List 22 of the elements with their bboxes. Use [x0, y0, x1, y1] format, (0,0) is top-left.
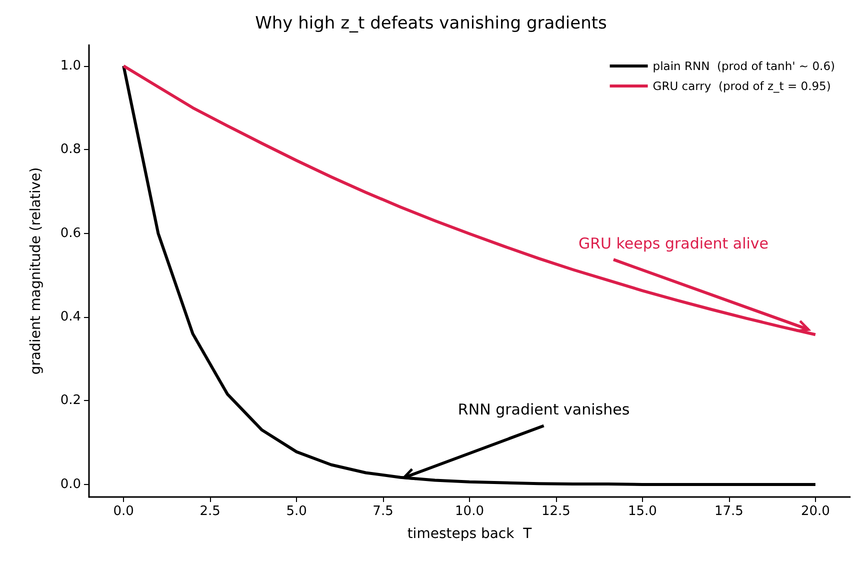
y-tick-label: 0.0	[60, 476, 81, 492]
y-tick-label: 1.0	[60, 58, 81, 74]
x-tick-label: 10.0	[455, 504, 484, 519]
x-tick-label: 5.0	[286, 504, 307, 519]
y-tick-label: 0.2	[60, 393, 81, 408]
y-tick-label: 0.4	[60, 310, 81, 325]
x-tick-label: 20.0	[800, 504, 830, 519]
x-tick-label: 7.5	[372, 504, 394, 519]
legend-label: GRU carry (prod of z_t = 0.95)	[652, 79, 831, 93]
x-tick-label: 12.5	[542, 504, 570, 519]
x-tick-label: 2.5	[200, 504, 220, 519]
annotation: GRU keeps gradient alive	[578, 234, 769, 253]
annotation: RNN gradient vanishes	[458, 400, 630, 419]
legend-label: plain RNN (prod of tanh' ~ 0.6)	[652, 59, 836, 73]
chart-title: Why high z_t defeats vanishing gradients	[255, 14, 608, 34]
y-axis-title: gradient magnitude (relative)	[28, 167, 44, 375]
x-tick-label: 17.5	[714, 504, 744, 519]
y-tick-label: 0.6	[60, 226, 81, 241]
x-tick-label: 15.0	[628, 504, 657, 519]
y-tick-label: 0.8	[60, 142, 81, 158]
x-tick-label: 0.0	[113, 504, 134, 519]
x-axis-title: timesteps back T	[407, 526, 532, 542]
